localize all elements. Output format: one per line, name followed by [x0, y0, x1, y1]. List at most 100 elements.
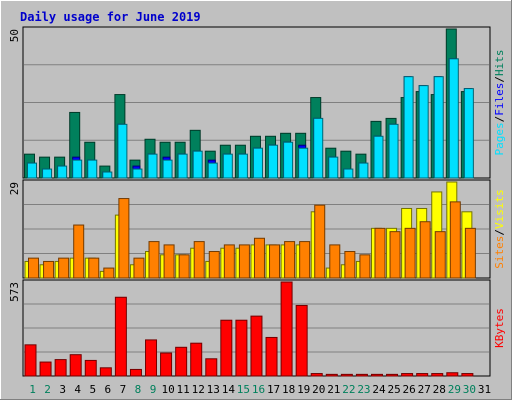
bar-pages-day-27 [418, 85, 429, 179]
x-label-day-26: 26 [403, 383, 416, 396]
bar-sites-day-13 [208, 251, 220, 279]
x-label-day-6: 6 [105, 383, 112, 396]
bar-sites-day-2 [43, 260, 55, 279]
x-label-day-13: 13 [207, 383, 220, 396]
bar-pages-day-20 [313, 117, 324, 179]
bar-pages-day-1 [27, 162, 37, 179]
bar-sites-day-9 [148, 241, 160, 279]
panel-2: 29 Sites/Visits [8, 179, 506, 279]
legend-visits: Visits [493, 189, 506, 229]
bar-kbytes-day-16 [250, 315, 263, 377]
legend-sites: Sites [493, 236, 506, 269]
bar-kbytes-day-26 [401, 373, 414, 377]
bar-sites-day-22 [344, 251, 356, 279]
bar-kbytes-day-6 [99, 367, 112, 377]
x-label-day-5: 5 [89, 383, 96, 396]
side-legend: Sites/Visits [493, 189, 506, 269]
bar-kbytes-day-5 [84, 359, 97, 377]
bar-pages-day-7 [117, 123, 128, 179]
legend-separator: / [493, 229, 506, 236]
legend-files: Files [493, 83, 506, 116]
bar-sites-day-21 [329, 244, 341, 279]
bar-kbytes-day-30 [461, 373, 474, 377]
bar-pages-day-11 [177, 153, 188, 179]
bar-sites-day-30 [464, 227, 476, 279]
bar-pages-day-28 [433, 76, 444, 179]
bar-sites-day-15 [238, 244, 250, 279]
bar-pages-day-14 [222, 153, 233, 179]
bar-kbytes-day-23 [355, 373, 368, 377]
bar-kbytes-day-13 [205, 358, 218, 377]
bar-kbytes-day-3 [54, 359, 67, 377]
bar-sites-day-25 [389, 231, 401, 279]
bar-sites-day-19 [299, 241, 311, 279]
bar-sites-day-1 [28, 257, 39, 279]
bar-sites-day-4 [73, 224, 85, 279]
bar-pages-day-30 [463, 88, 474, 179]
x-label-day-1: 1 [29, 383, 36, 396]
x-label-day-16: 16 [252, 383, 265, 396]
bar-pages-day-18 [283, 141, 294, 179]
bar-kbytes-day-25 [386, 373, 399, 377]
x-label-day-11: 11 [177, 383, 190, 396]
x-label-day-3: 3 [59, 383, 66, 396]
bar-pages-day-12 [192, 150, 203, 179]
bar-kbytes-day-24 [370, 373, 383, 377]
bar-pages-day-6 [102, 171, 113, 179]
bar-kbytes-day-10 [160, 352, 173, 377]
bar-kbytes-day-15 [235, 319, 248, 377]
x-label-day-18: 18 [282, 383, 295, 396]
legend-separator: / [493, 76, 506, 83]
bar-sites-day-7 [118, 198, 130, 279]
x-label-day-20: 20 [312, 383, 325, 396]
x-label-day-27: 27 [418, 383, 431, 396]
bar-kbytes-day-9 [145, 339, 158, 377]
bar-sites-day-11 [178, 254, 190, 279]
bar-sites-day-16 [253, 237, 265, 279]
x-label-day-22: 22 [342, 383, 355, 396]
legend-separator: / [493, 116, 506, 123]
y-max-label: 50 [8, 29, 21, 42]
bar-sites-day-10 [163, 244, 175, 279]
x-label-day-28: 28 [433, 383, 446, 396]
bar-sites-day-26 [404, 227, 416, 279]
bar-sites-day-14 [223, 244, 235, 279]
side-legend: Pages/Files/Hits [493, 50, 506, 156]
bar-kbytes-day-27 [416, 373, 429, 377]
bar-kbytes-day-4 [69, 354, 82, 377]
bar-sites-day-23 [359, 254, 371, 279]
x-label-day-25: 25 [387, 383, 400, 396]
x-label-day-30: 30 [463, 383, 476, 396]
x-label-day-10: 10 [161, 383, 174, 396]
bar-sites-day-27 [419, 221, 431, 279]
side-legend: KBytes [493, 308, 506, 348]
bar-pages-day-10 [162, 159, 173, 179]
bar-kbytes-day-17 [265, 336, 278, 377]
bar-pages-day-26 [403, 76, 414, 179]
chart-title: Daily usage for June 2019 [20, 10, 201, 24]
x-label-day-31: 31 [478, 383, 491, 396]
bar-sites-day-8 [133, 257, 145, 279]
x-label-day-8: 8 [135, 383, 142, 396]
bar-sites-day-28 [434, 231, 446, 279]
bar-sites-day-3 [58, 257, 70, 279]
bar-sites-day-6 [103, 267, 115, 279]
x-label-day-19: 19 [297, 383, 310, 396]
panel-3: 573 KBytes [8, 279, 506, 377]
x-label-day-9: 9 [150, 383, 157, 396]
x-label-day-7: 7 [120, 383, 127, 396]
bar-kbytes-day-8 [129, 368, 142, 377]
bar-sites-day-18 [284, 241, 296, 279]
bar-pages-day-24 [373, 135, 384, 179]
bar-pages-day-25 [388, 123, 399, 179]
bar-sites-day-17 [269, 244, 281, 279]
bar-pages-day-19 [298, 147, 309, 179]
x-label-day-2: 2 [44, 383, 51, 396]
bar-pages-day-13 [207, 162, 218, 179]
bar-pages-day-5 [87, 159, 98, 179]
bar-pages-day-8 [132, 168, 143, 179]
x-label-day-4: 4 [74, 383, 81, 396]
bar-kbytes-day-20 [310, 373, 323, 377]
bar-pages-day-3 [57, 165, 68, 179]
